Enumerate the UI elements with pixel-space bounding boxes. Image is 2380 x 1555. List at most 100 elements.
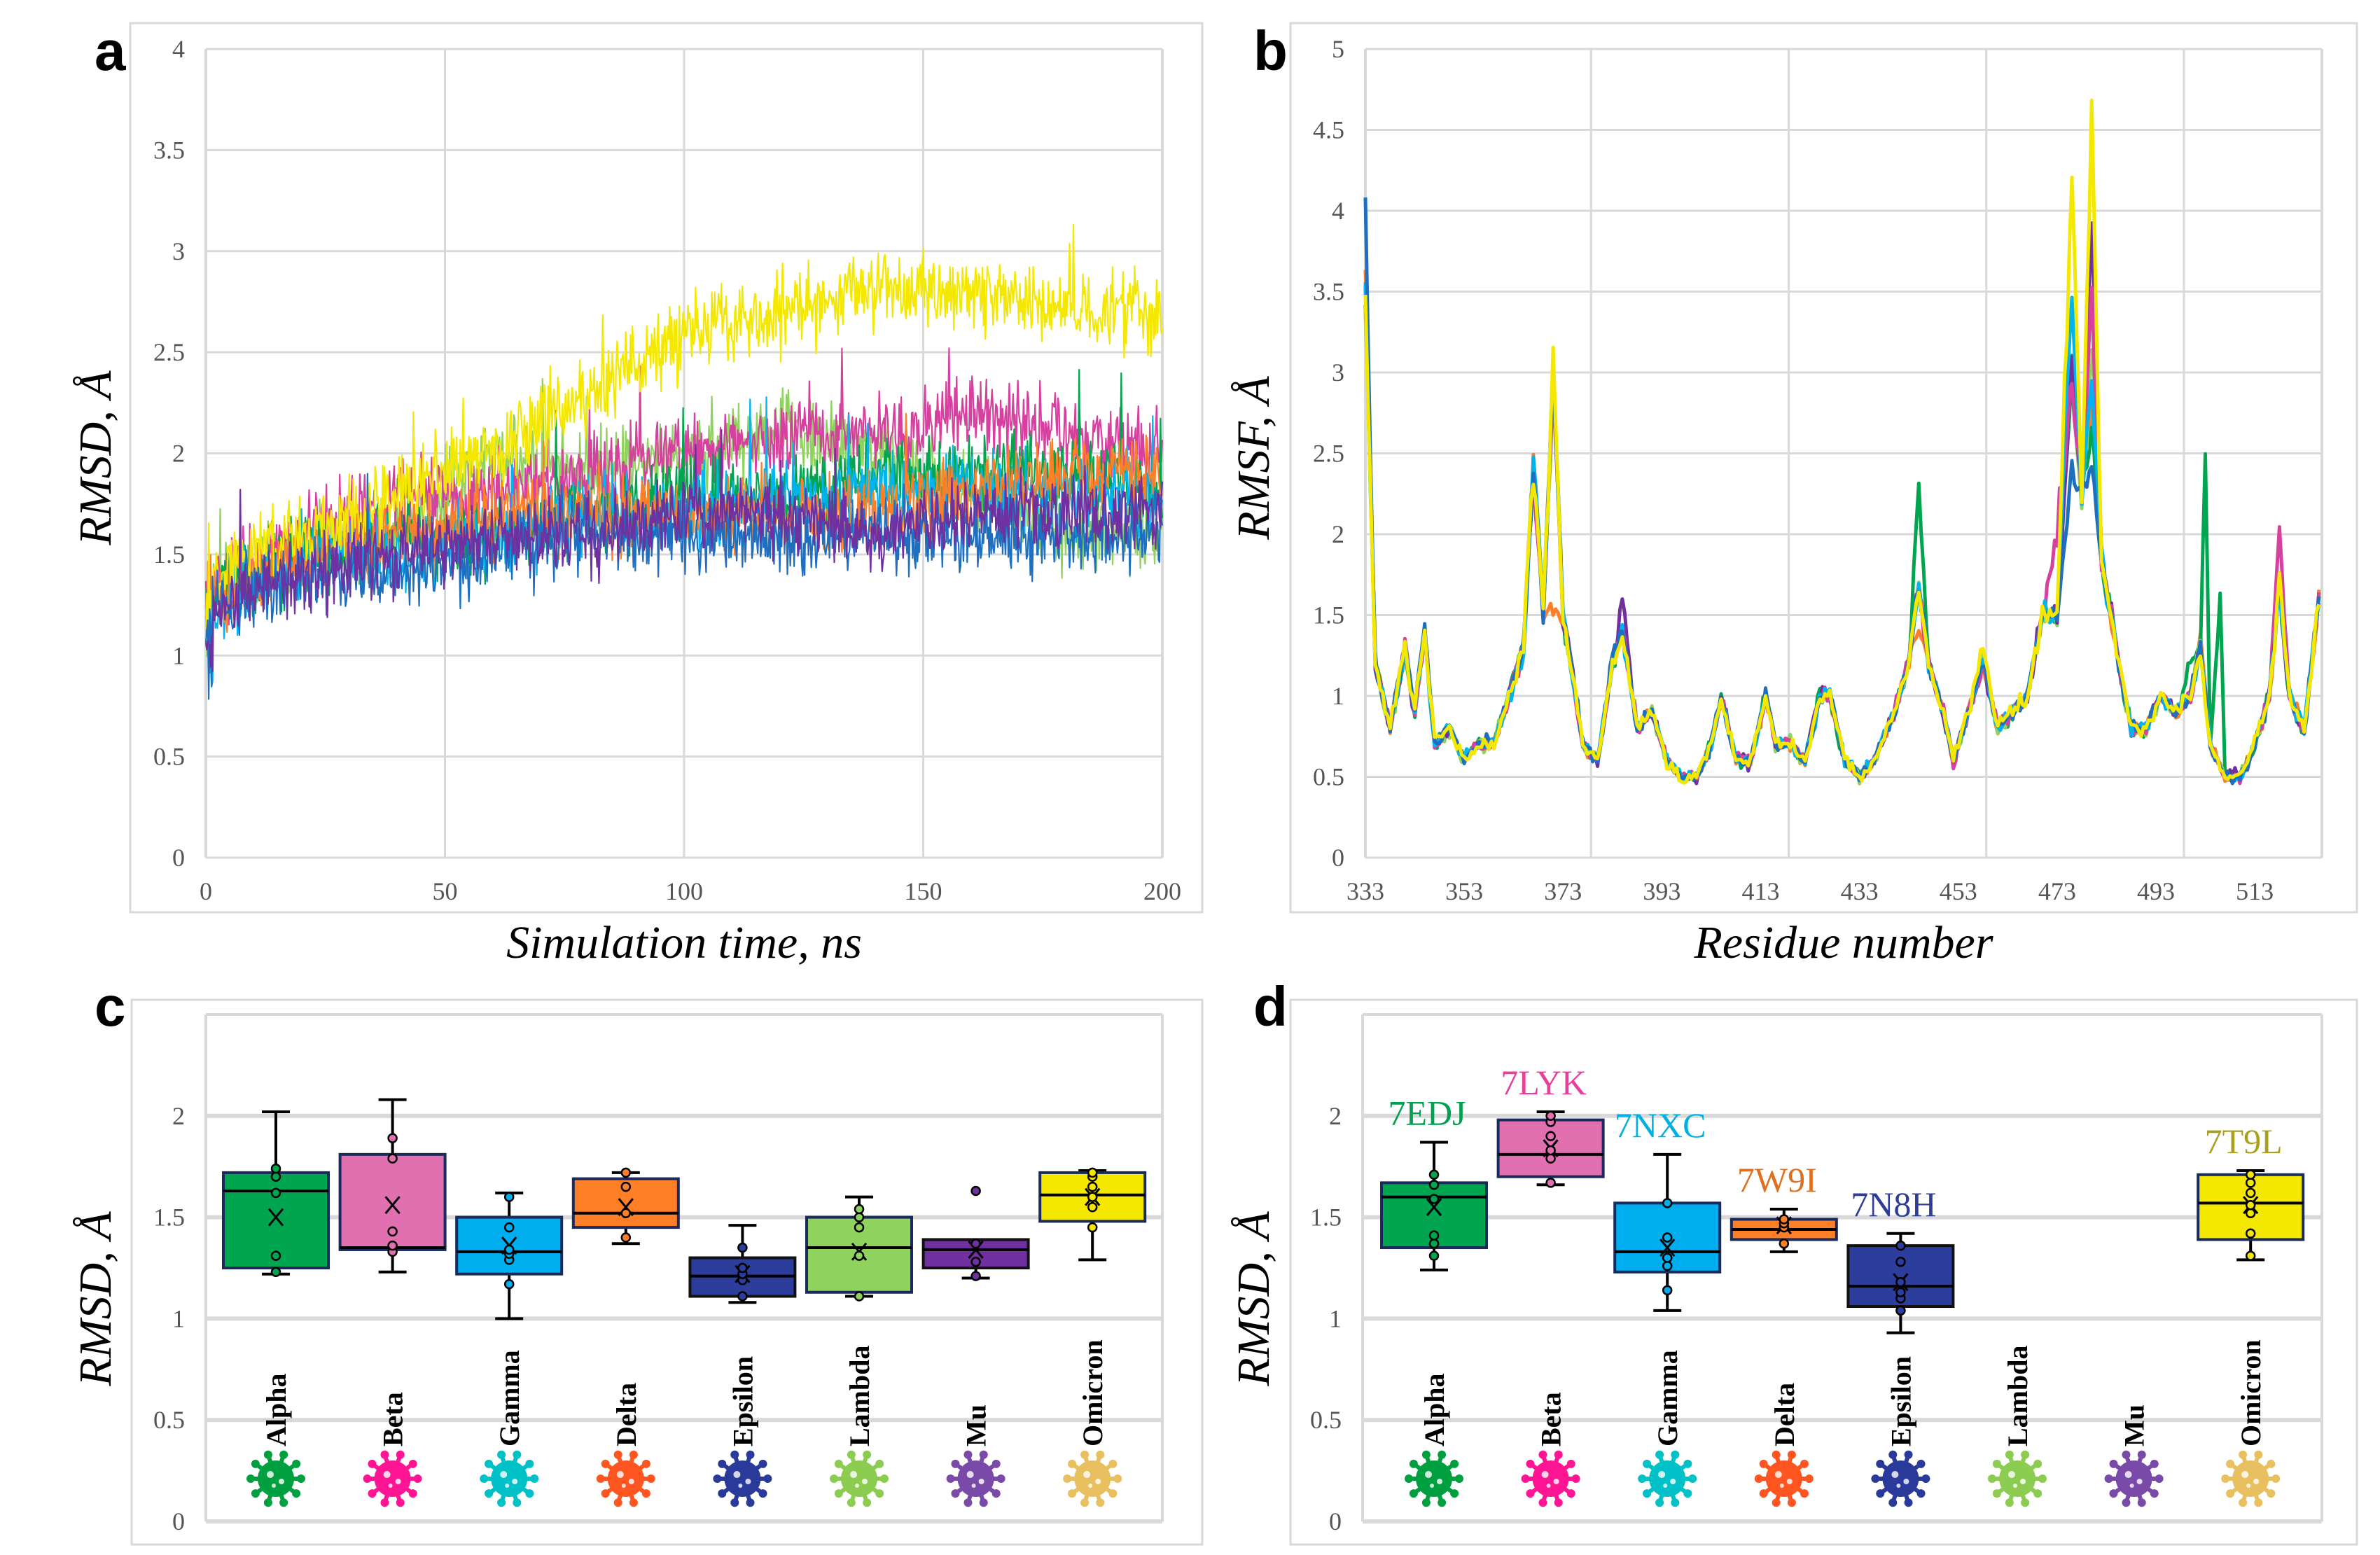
data-point: [2245, 1208, 2256, 1219]
data-point: [1545, 1145, 1556, 1156]
y-tick-label: 1.5: [1313, 601, 1344, 629]
virus-spike-tip: [996, 1474, 1005, 1483]
virus-dot: [267, 1471, 274, 1478]
data-point: [1087, 1201, 1098, 1213]
series-line-mu: [204, 428, 1164, 672]
data-point: [1087, 1222, 1098, 1233]
virus-spike-tip: [629, 1450, 638, 1459]
virus-spike-tip: [991, 1459, 1001, 1468]
data-point: [1662, 1232, 1673, 1243]
virus-body: [841, 1460, 877, 1497]
virus-dot: [966, 1471, 974, 1478]
virus-spike-tip: [1108, 1489, 1118, 1498]
virus-spike-tip: [2021, 1498, 2030, 1507]
virus-dot: [628, 1479, 634, 1484]
panel-frame: [129, 22, 1204, 914]
virus-dot: [1541, 1471, 1549, 1478]
panel-label-d: d: [1253, 975, 1288, 1038]
y-tick-label: 4.5: [1313, 116, 1344, 144]
virus-spike-tip: [408, 1489, 417, 1498]
data-point: [1895, 1257, 1906, 1267]
virus-spike-tip: [1405, 1474, 1413, 1483]
virus-spike-tip: [1800, 1489, 1809, 1498]
virus-dot: [512, 1479, 518, 1484]
virus-spike-tip: [596, 1474, 605, 1483]
virus-body: [374, 1460, 411, 1497]
virus-spike-tip: [2021, 1450, 2030, 1459]
data-point: [854, 1250, 865, 1261]
virus-spike-tip: [2239, 1498, 2248, 1507]
x-tick-label: 200: [1143, 877, 1181, 905]
virus-spike-tip: [396, 1498, 405, 1507]
virus-body: [957, 1460, 994, 1497]
virus-spike-tip: [834, 1489, 843, 1498]
virus-spike-tip: [613, 1498, 622, 1507]
virus-spike-tip: [1566, 1489, 1575, 1498]
data-point: [854, 1212, 865, 1222]
y-tick-label: 5: [1332, 35, 1344, 63]
y-tick-label: 3: [172, 237, 185, 265]
data-point: [620, 1232, 632, 1243]
y-tick-label: 1.5: [153, 1204, 185, 1232]
y-tick-label: 0: [172, 1507, 185, 1535]
virus-spike-tip: [279, 1450, 288, 1459]
data-point: [2245, 1169, 2256, 1180]
virus-spike-tip: [1068, 1459, 1077, 1468]
data-point: [503, 1278, 515, 1290]
virus-dot: [971, 1484, 976, 1488]
virus-spike-tip: [713, 1474, 722, 1483]
virus-body: [1416, 1460, 1452, 1497]
virus-spike-tip: [1888, 1450, 1898, 1459]
virus-spike-tip: [718, 1459, 727, 1468]
virus-icon-alpha: [246, 1450, 305, 1507]
data-point: [270, 1187, 281, 1199]
box-omicron: [1038, 1167, 1147, 1262]
virus-spike-tip: [480, 1474, 489, 1483]
virus-spike-tip: [2155, 1474, 2164, 1483]
virus-spike-tip: [1068, 1489, 1077, 1498]
data-point: [270, 1250, 281, 1261]
x-tick-label: 453: [1940, 877, 1977, 905]
virus-spike-tip: [1450, 1489, 1459, 1498]
virus-spike-tip: [2267, 1459, 2276, 1468]
virus-spike-tip: [1754, 1474, 1763, 1483]
data-point: [270, 1163, 281, 1174]
panel-frame: [1289, 22, 2358, 914]
virus-spike-tip: [1113, 1474, 1122, 1483]
virus-spike-tip: [1421, 1498, 1431, 1507]
virus-icon-gamma: [1638, 1450, 1697, 1507]
data-point: [1895, 1277, 1906, 1288]
virus-spike-tip: [246, 1474, 255, 1483]
category-label: Alpha: [1419, 1374, 1450, 1447]
virus-spike-tip: [1655, 1450, 1664, 1459]
virus-body: [1765, 1460, 1802, 1497]
data-point: [2245, 1178, 2256, 1188]
data-point: [1428, 1250, 1440, 1261]
virus-icon-epsilon: [1871, 1450, 1930, 1507]
virus-spike-tip: [497, 1498, 506, 1507]
virus-spike-tip: [2267, 1489, 2276, 1498]
pdb-label: 7LYK: [1501, 1063, 1587, 1102]
box-epsilon: 7N8H: [1846, 1185, 1955, 1334]
data-point: [503, 1244, 515, 1255]
panel-label-a: a: [95, 20, 126, 82]
data-point: [1662, 1285, 1673, 1296]
panel-frame: [130, 998, 1204, 1546]
y-tick-label: 1.5: [153, 541, 185, 569]
x-tick-label: 513: [2236, 877, 2274, 905]
x-tick-label: 0: [200, 877, 212, 905]
box-gamma: [455, 1191, 564, 1320]
x-tick-label: 393: [1643, 877, 1680, 905]
y-tick-label: 0.5: [153, 743, 185, 771]
virus-spike-tip: [497, 1450, 506, 1459]
y-tick-label: 0: [1329, 1507, 1342, 1535]
virus-spike-tip: [1992, 1459, 2001, 1468]
virus-icon-lambda: [1988, 1450, 2047, 1507]
category-label: Delta: [611, 1383, 642, 1446]
virus-spike-tip: [2005, 1450, 2014, 1459]
category-label: Omicron: [1077, 1339, 1108, 1446]
virus-spike-tip: [2226, 1459, 2235, 1468]
data-point: [387, 1153, 398, 1164]
box-omicron: 7T9L: [2197, 1122, 2305, 1262]
virus-spike-tip: [1800, 1459, 1809, 1468]
